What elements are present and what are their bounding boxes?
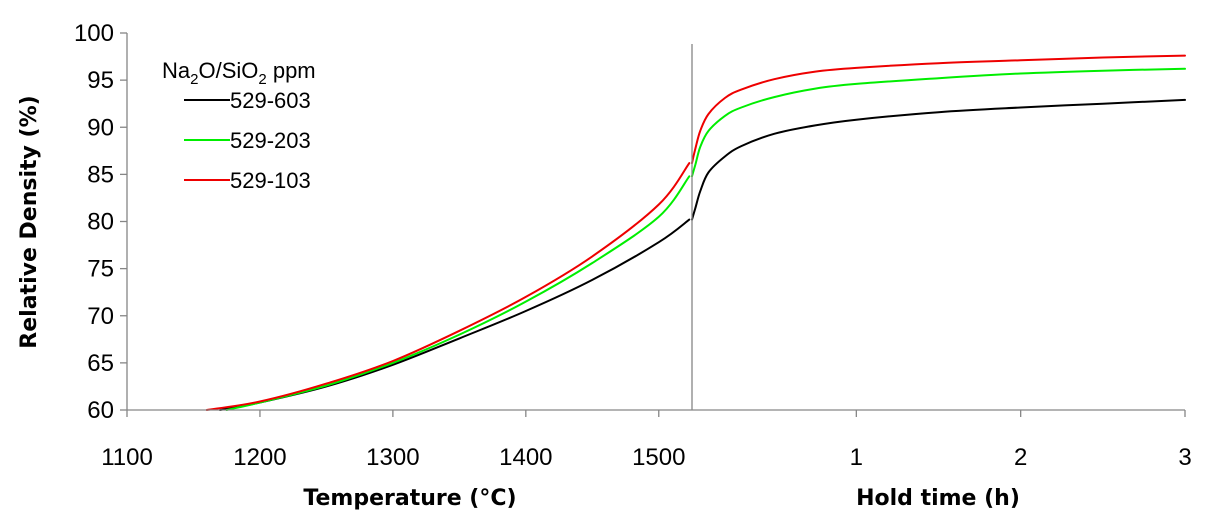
x-tick-label: 1200	[233, 444, 286, 471]
legend-items: 529-603 529-203 529-103	[184, 88, 311, 193]
x-tick-label: 1	[850, 444, 863, 471]
series-529-603-hold-line	[691, 98, 1186, 221]
series-529-203-heating-line	[225, 175, 691, 411]
x-tick-label: 1300	[366, 444, 419, 471]
y-tick-label: 70	[87, 303, 114, 330]
y-tick-label: 80	[87, 209, 114, 236]
plot-lines	[205, 54, 1186, 411]
legend: Na2O/SiO2 ppm 529-603 529-203 529-103	[162, 58, 316, 193]
y-tick-label: 60	[87, 397, 114, 424]
legend-title: Na2O/SiO2 ppm	[162, 58, 316, 88]
x-tick-label: 2	[1014, 444, 1027, 471]
legend-label: 529-103	[230, 168, 311, 193]
x-tick-label: 1400	[499, 444, 552, 471]
y-tick-label: 65	[87, 350, 114, 377]
x-tick-labels: 1100 1200 1300 1400 1500 1 2 3	[101, 410, 1192, 471]
y-tick-label: 85	[87, 161, 114, 188]
series-529-603-heating-line	[219, 218, 691, 411]
legend-label: 529-203	[230, 128, 311, 153]
y-axis-title: Relative Density (%)	[17, 95, 42, 348]
series-529-203-hold-line	[691, 67, 1186, 178]
x-axis-title-hold-time: Hold time (h)	[856, 486, 1020, 511]
x-tick-label: 1100	[101, 444, 153, 471]
series-529-103-heating-line	[205, 162, 691, 411]
y-tick-label: 100	[74, 20, 114, 47]
x-tick-label: 3	[1178, 444, 1191, 471]
x-tick-label: 1500	[632, 444, 685, 471]
y-tick-label: 95	[87, 67, 114, 94]
y-tick-label: 75	[87, 256, 114, 283]
legend-label: 529-603	[230, 88, 311, 113]
y-tick-labels: 60 65 70 75 80 85 90 95 100	[74, 20, 127, 424]
y-tick-label: 90	[87, 114, 114, 141]
series-529-103-hold-line	[691, 54, 1186, 165]
x-axis-title-temperature: Temperature (°C)	[303, 486, 516, 511]
